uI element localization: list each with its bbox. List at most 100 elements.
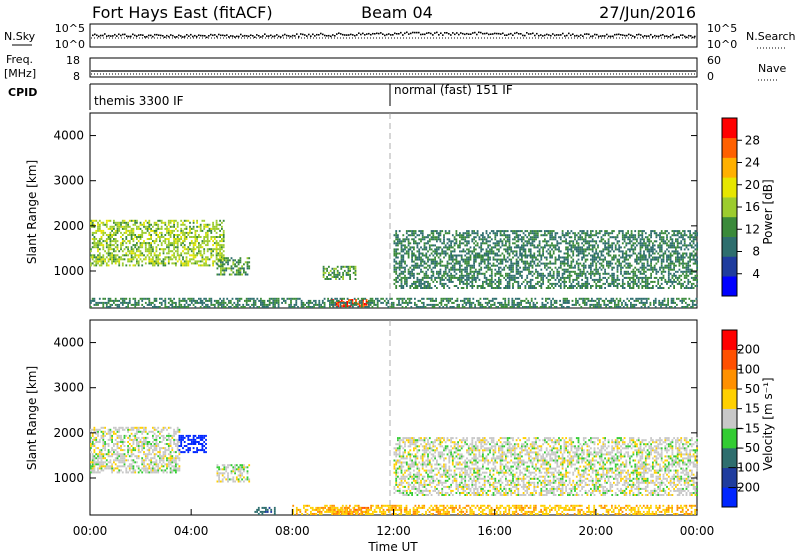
data-cell — [130, 234, 133, 236]
noise-point — [606, 33, 608, 36]
data-cell — [544, 246, 546, 249]
data-cell — [329, 273, 332, 276]
data-cell — [470, 303, 473, 306]
data-cell — [607, 238, 610, 241]
data-cell — [505, 242, 507, 245]
data-cell — [586, 242, 589, 245]
data-cell — [450, 254, 452, 257]
data-cell — [632, 278, 635, 281]
data-cell — [180, 260, 183, 263]
data-cell — [676, 250, 679, 253]
data-cell — [436, 232, 438, 235]
data-cell — [666, 264, 668, 267]
data-cell — [409, 234, 412, 237]
data-cell — [423, 246, 426, 249]
data-cell — [171, 299, 174, 302]
data-cell — [687, 268, 690, 271]
data-cell — [588, 248, 590, 251]
noise-point — [532, 32, 534, 35]
data-cell — [90, 254, 92, 257]
data-cell — [480, 260, 483, 263]
data-cell — [434, 256, 436, 259]
data-cell — [630, 232, 633, 235]
data-cell — [178, 238, 181, 240]
data-cell — [358, 303, 361, 305]
data-cell — [91, 219, 94, 222]
data-cell — [221, 244, 223, 247]
data-cell — [400, 250, 403, 253]
data-cell — [407, 240, 410, 243]
data-cell — [95, 242, 98, 245]
data-cell — [428, 246, 431, 249]
data-cell — [353, 301, 356, 304]
data-cell — [483, 238, 486, 241]
data-cell — [513, 276, 516, 279]
data-cell — [483, 260, 486, 263]
data-cell — [574, 272, 576, 275]
data-cell — [503, 248, 506, 251]
noise-point — [510, 32, 512, 35]
data-cell — [480, 244, 483, 247]
data-cell — [219, 223, 221, 226]
data-cell — [660, 278, 663, 281]
data-cell — [591, 244, 594, 247]
data-cell — [230, 257, 233, 260]
data-cell — [185, 258, 188, 261]
data-cell — [422, 306, 425, 308]
data-cell — [429, 303, 432, 306]
data-cell — [391, 297, 393, 300]
data-cell — [100, 221, 103, 224]
data-cell — [524, 256, 527, 259]
noise-point — [256, 34, 258, 36]
data-cell — [567, 270, 569, 273]
noise-point — [450, 34, 452, 36]
data-cell — [549, 262, 552, 265]
data-cell — [473, 254, 475, 257]
data-cell — [435, 303, 437, 306]
data-cell — [173, 246, 175, 249]
data-cell — [655, 236, 658, 239]
data-cell — [510, 258, 513, 261]
data-cell — [413, 232, 415, 235]
data-cell — [107, 238, 110, 240]
data-cell — [239, 257, 242, 260]
data-cell — [621, 238, 624, 241]
data-cell — [290, 299, 292, 302]
data-cell — [448, 274, 451, 277]
data-cell — [221, 303, 223, 306]
data-cell — [392, 303, 395, 306]
data-cell — [180, 306, 183, 308]
data-cell — [235, 306, 237, 308]
data-cell — [660, 282, 663, 285]
data-cell — [646, 262, 649, 265]
data-cell — [159, 306, 161, 308]
data-cell — [478, 272, 481, 275]
data-cell — [652, 258, 654, 261]
data-cell — [128, 225, 131, 228]
data-cell — [506, 256, 509, 259]
data-cell — [136, 262, 138, 265]
data-cell — [167, 246, 170, 249]
data-cell — [254, 299, 257, 302]
data-cell — [644, 258, 647, 261]
data-cell — [137, 303, 140, 306]
data-cell — [492, 258, 495, 261]
data-cell — [401, 297, 404, 300]
data-cell — [448, 287, 451, 289]
noise-point — [490, 33, 492, 35]
data-cell — [613, 276, 615, 279]
noise-point — [590, 35, 592, 38]
data-cell — [536, 254, 539, 257]
data-cell — [669, 272, 672, 275]
data-cell — [505, 258, 507, 261]
noise-point — [188, 35, 190, 37]
data-cell — [153, 231, 156, 234]
data-cell — [590, 234, 592, 237]
freq-left-tick-bottom: 8 — [73, 70, 80, 83]
data-cell — [618, 258, 621, 261]
data-cell — [123, 258, 126, 261]
data-cell — [93, 240, 96, 243]
noise-point — [318, 34, 320, 36]
data-cell — [664, 252, 667, 255]
data-cell — [528, 268, 530, 271]
